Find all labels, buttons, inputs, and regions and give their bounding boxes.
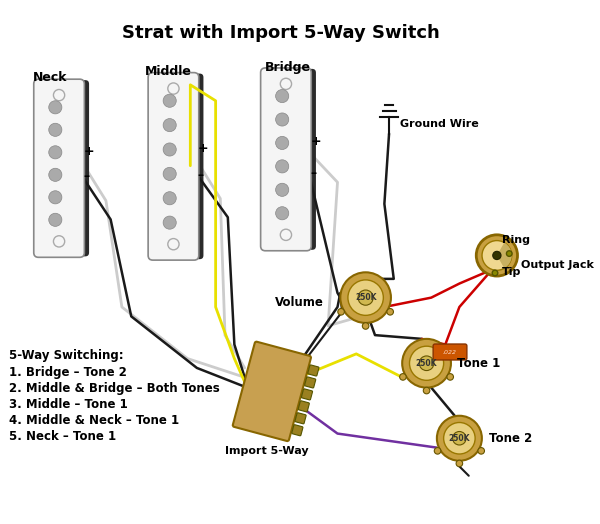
Circle shape	[362, 323, 369, 329]
Text: Tip: Tip	[502, 267, 521, 277]
Circle shape	[447, 374, 454, 380]
Circle shape	[338, 309, 344, 315]
Text: 250K: 250K	[449, 434, 470, 443]
Text: +: +	[83, 145, 94, 158]
FancyBboxPatch shape	[177, 73, 203, 259]
FancyBboxPatch shape	[308, 365, 319, 376]
Circle shape	[275, 160, 289, 173]
Text: 2. Middle & Bridge – Both Tones: 2. Middle & Bridge – Both Tones	[10, 382, 220, 395]
Text: Ground Wire: Ground Wire	[400, 119, 479, 129]
Circle shape	[53, 90, 65, 101]
Text: –: –	[310, 167, 316, 180]
FancyBboxPatch shape	[290, 69, 316, 250]
Text: +: +	[310, 136, 321, 148]
Circle shape	[163, 143, 176, 156]
Text: 1. Bridge – Tone 2: 1. Bridge – Tone 2	[10, 366, 127, 379]
Circle shape	[275, 183, 289, 196]
Circle shape	[348, 280, 383, 315]
Text: 4. Middle & Neck – Tone 1: 4. Middle & Neck – Tone 1	[10, 414, 179, 427]
FancyBboxPatch shape	[433, 344, 467, 360]
Circle shape	[49, 123, 62, 136]
Text: Bridge: Bridge	[265, 61, 311, 74]
Circle shape	[163, 94, 176, 107]
Circle shape	[402, 339, 451, 388]
FancyBboxPatch shape	[298, 401, 310, 412]
Circle shape	[275, 136, 289, 149]
Text: 5-Way Switching:: 5-Way Switching:	[10, 349, 124, 362]
FancyBboxPatch shape	[295, 413, 306, 424]
Circle shape	[49, 213, 62, 226]
Circle shape	[280, 229, 292, 241]
Circle shape	[163, 167, 176, 180]
Circle shape	[49, 168, 62, 181]
FancyBboxPatch shape	[63, 80, 89, 256]
Circle shape	[358, 290, 373, 305]
Circle shape	[492, 270, 498, 276]
Circle shape	[476, 235, 518, 276]
Circle shape	[506, 251, 512, 256]
Text: Tone 2: Tone 2	[490, 432, 533, 445]
FancyBboxPatch shape	[34, 79, 85, 257]
Text: Import 5-Way: Import 5-Way	[226, 446, 309, 456]
Circle shape	[419, 356, 434, 370]
Circle shape	[443, 422, 475, 454]
FancyBboxPatch shape	[305, 377, 316, 388]
Circle shape	[493, 252, 501, 259]
Circle shape	[163, 192, 176, 205]
FancyBboxPatch shape	[292, 424, 303, 436]
Text: Neck: Neck	[33, 71, 67, 84]
Text: 250K: 250K	[416, 359, 437, 368]
Circle shape	[49, 101, 62, 114]
Circle shape	[168, 83, 179, 94]
Text: 250K: 250K	[355, 293, 376, 302]
Circle shape	[275, 113, 289, 126]
Circle shape	[423, 387, 430, 394]
FancyBboxPatch shape	[233, 342, 311, 441]
Circle shape	[482, 241, 512, 270]
Circle shape	[387, 309, 394, 315]
Circle shape	[478, 447, 484, 454]
Text: 5. Neck – Tone 1: 5. Neck – Tone 1	[10, 430, 116, 443]
Circle shape	[275, 90, 289, 103]
FancyBboxPatch shape	[148, 73, 199, 260]
FancyBboxPatch shape	[301, 389, 313, 400]
Wedge shape	[497, 243, 512, 268]
Text: Volume: Volume	[275, 296, 323, 309]
Text: Ring: Ring	[502, 235, 530, 245]
Text: –: –	[198, 169, 204, 182]
Text: +: +	[198, 142, 208, 155]
FancyBboxPatch shape	[260, 68, 311, 251]
Text: Strat with Import 5-Way Switch: Strat with Import 5-Way Switch	[122, 24, 440, 42]
Circle shape	[437, 416, 482, 461]
Circle shape	[434, 447, 441, 454]
Text: Tone 1: Tone 1	[457, 357, 500, 370]
Circle shape	[49, 191, 62, 204]
Text: –: –	[83, 170, 89, 183]
Circle shape	[275, 206, 289, 220]
Text: 3. Middle – Tone 1: 3. Middle – Tone 1	[10, 398, 128, 411]
Circle shape	[400, 374, 406, 380]
Circle shape	[456, 460, 463, 467]
Circle shape	[280, 78, 292, 90]
Text: .022: .022	[443, 350, 457, 355]
Circle shape	[49, 146, 62, 159]
Circle shape	[163, 216, 176, 229]
Circle shape	[168, 238, 179, 250]
Circle shape	[53, 236, 65, 247]
Circle shape	[340, 272, 391, 323]
Circle shape	[452, 431, 466, 445]
Text: Output Jack: Output Jack	[521, 260, 594, 270]
Circle shape	[410, 346, 443, 380]
Text: Middle: Middle	[145, 65, 192, 78]
Circle shape	[163, 118, 176, 132]
